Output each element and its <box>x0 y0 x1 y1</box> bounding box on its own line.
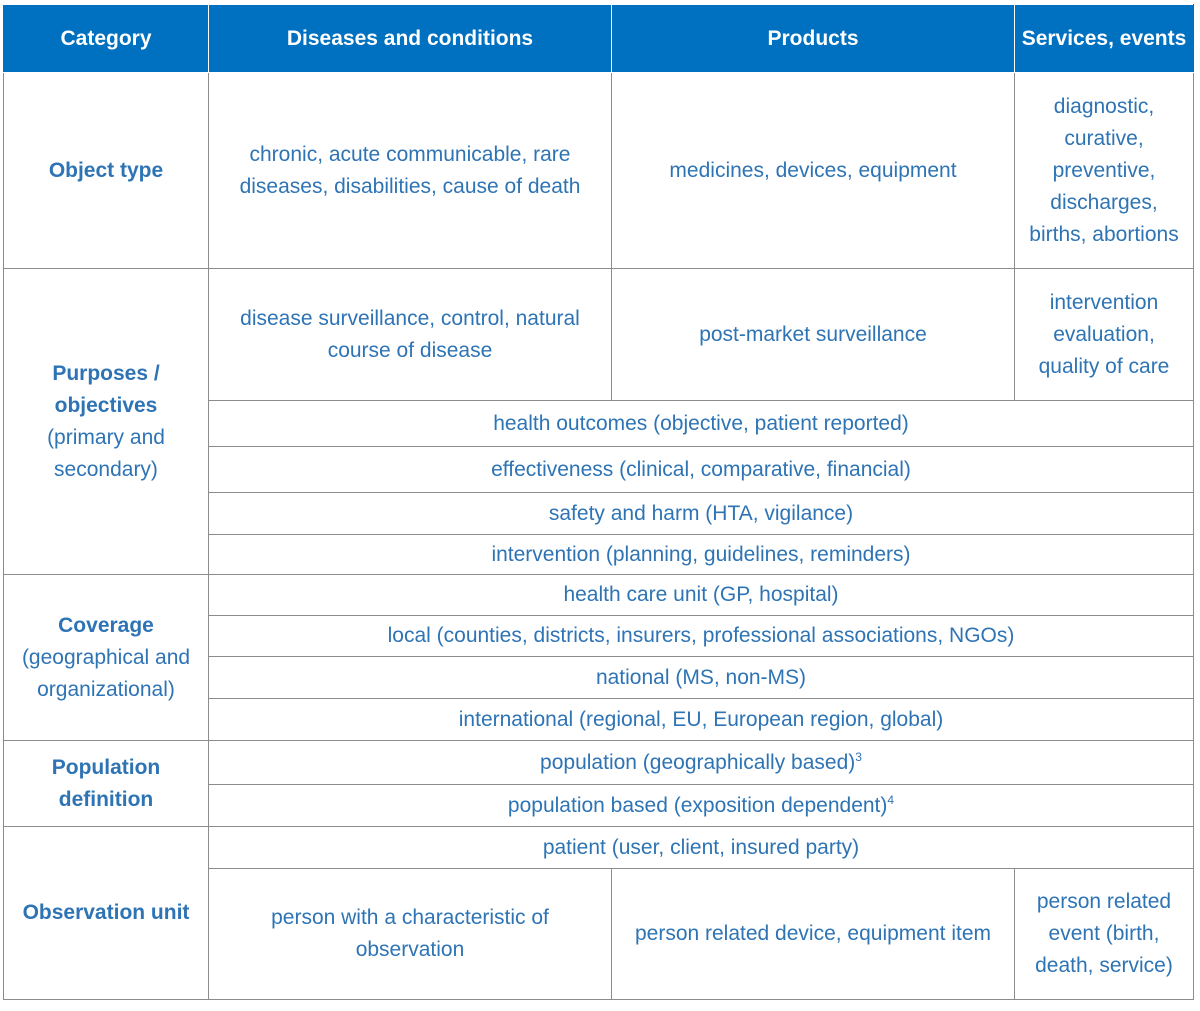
object-type-diseases: chronic, acute communicable, rare diseas… <box>208 72 612 269</box>
object-type-products: medicines, devices, equipment <box>611 72 1015 269</box>
purposes-row: intervention (planning, guidelines, remi… <box>4 534 1194 575</box>
population-row: Population definition population (geogra… <box>3 740 1194 827</box>
observation-label: Observation unit <box>3 826 209 1000</box>
population-exposition: population based (exposition dependent)4 <box>208 784 1194 827</box>
observation-services: person related event (birth, death, serv… <box>1014 868 1194 1000</box>
coverage-health-care-unit: health care unit (GP, hospital) <box>208 574 1194 616</box>
object-type-label: Object type <box>3 72 209 269</box>
coverage-local: local (counties, districts, insurers, pr… <box>208 615 1194 657</box>
purposes-products: post-market surveillance <box>611 268 1015 401</box>
purposes-label: Purposes / objectives (primary and secon… <box>3 268 209 575</box>
header-services: Services, events <box>1014 4 1194 73</box>
classification-table: Category Diseases and conditions Product… <box>3 4 1194 1000</box>
header-products: Products <box>611 4 1015 73</box>
object-type-services: diagnostic, curative, preventive, discha… <box>1014 72 1194 269</box>
observation-row: Observation unit patient (user, client, … <box>3 826 1194 1000</box>
observation-patient: patient (user, client, insured party) <box>208 826 1194 869</box>
purposes-safety: safety and harm (HTA, vigilance) <box>208 492 1194 535</box>
population-label: Population definition <box>3 740 209 827</box>
purposes-row: effectiveness (clinical, comparative, fi… <box>4 446 1194 493</box>
purposes-diseases: disease surveillance, control, natural c… <box>208 268 612 401</box>
coverage-national: national (MS, non-MS) <box>208 656 1194 699</box>
footnote-3: 3 <box>855 749 862 764</box>
coverage-row: local (counties, districts, insurers, pr… <box>4 615 1194 657</box>
population-geographic: population (geographically based)3 <box>208 740 1194 785</box>
observation-products: person related device, equipment item <box>611 868 1015 1000</box>
header-row: Category Diseases and conditions Product… <box>3 4 1194 73</box>
object-type-row: Object type chronic, acute communicable,… <box>3 72 1194 269</box>
purposes-row: health outcomes (objective, patient repo… <box>4 400 1194 447</box>
header-diseases: Diseases and conditions <box>208 4 612 73</box>
coverage-row: international (regional, EU, European re… <box>4 698 1194 741</box>
purposes-services: intervention evaluation, quality of care <box>1014 268 1194 401</box>
purposes-effectiveness: effectiveness (clinical, comparative, fi… <box>208 446 1194 493</box>
purposes-health-outcomes: health outcomes (objective, patient repo… <box>208 400 1194 447</box>
coverage-row: Coverage (geographical and organizationa… <box>3 574 1194 741</box>
coverage-label: Coverage (geographical and organizationa… <box>3 574 209 741</box>
purposes-row-split: Purposes / objectives (primary and secon… <box>3 268 1194 575</box>
observation-diseases: person with a characteristic of observat… <box>208 868 612 1000</box>
footnote-4: 4 <box>887 792 895 807</box>
header-category: Category <box>3 4 209 73</box>
purposes-intervention: intervention (planning, guidelines, remi… <box>208 534 1194 575</box>
coverage-international: international (regional, EU, European re… <box>208 698 1194 741</box>
observation-row-split: person with a characteristic of observat… <box>4 868 1194 1000</box>
population-row: population based (exposition dependent)4 <box>4 784 1194 827</box>
coverage-row: national (MS, non-MS) <box>4 656 1194 699</box>
